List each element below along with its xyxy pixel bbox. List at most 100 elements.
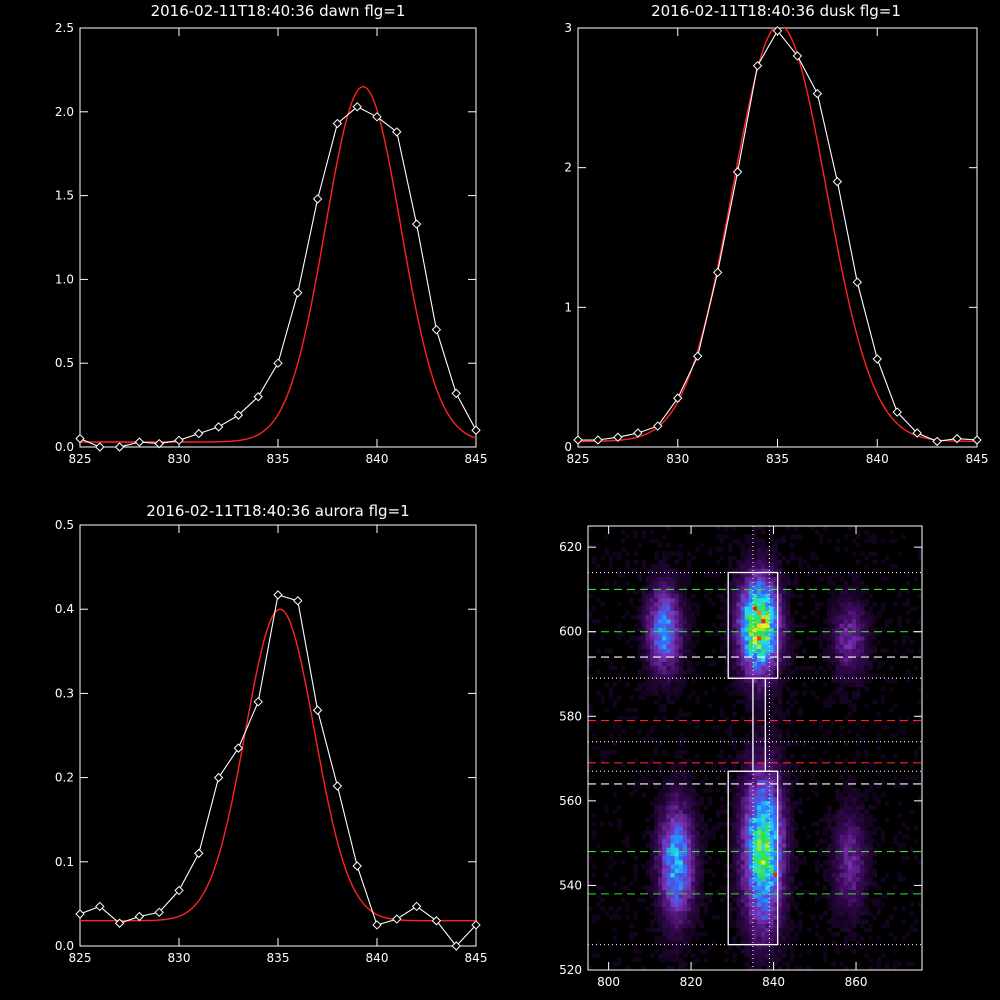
- heatmap-pixel: [736, 851, 741, 857]
- heatmap-pixel: [658, 788, 663, 793]
- heatmap-pixel: [662, 648, 667, 654]
- heatmap-pixel: [658, 657, 663, 662]
- heatmap-pixel: [744, 559, 750, 565]
- heatmap-pixel: [703, 822, 708, 827]
- heatmap-pixel: [884, 555, 890, 561]
- heatmap-pixel: [843, 923, 849, 929]
- heatmap-pixel: [654, 783, 659, 789]
- heatmap-pixel: [732, 838, 737, 844]
- heatmap-pixel: [695, 635, 700, 641]
- heatmap-pixel: [847, 627, 853, 633]
- heatmap-pixel: [674, 779, 680, 785]
- heatmap-pixel: [860, 860, 865, 865]
- heatmap-pixel: [860, 822, 865, 827]
- heatmap-pixel: [765, 737, 770, 742]
- heatmap-pixel: [917, 889, 923, 895]
- heatmap-pixel: [802, 623, 807, 628]
- heatmap-pixel: [769, 813, 774, 819]
- heatmap-pixel: [856, 830, 861, 836]
- heatmap-pixel: [773, 631, 779, 637]
- heatmap-pixel: [777, 931, 783, 937]
- heatmap-pixel: [596, 564, 601, 569]
- heatmap-pixel: [649, 572, 655, 578]
- heatmap-pixel: [678, 551, 684, 556]
- heatmap-pixel: [777, 936, 783, 941]
- dawn-ytick-label: 0.0: [55, 440, 74, 454]
- heatmap-pixel: [654, 843, 659, 848]
- heatmap-pixel: [773, 627, 779, 633]
- heatmap-pixel: [851, 889, 857, 895]
- heatmap-pixel: [785, 927, 791, 933]
- heatmap-pixel: [687, 931, 692, 937]
- heatmap-pixel: [757, 551, 762, 556]
- heatmap-pixel: [823, 872, 828, 878]
- heatmap-pixel: [752, 830, 758, 836]
- heatmap-pixel: [654, 665, 659, 671]
- dusk-plot-frame: [577, 27, 978, 448]
- heatmap-pixel: [847, 868, 853, 874]
- heatmap-pixel: [711, 661, 717, 666]
- heatmap-pixel: [777, 767, 783, 772]
- heatmap-pixel: [744, 720, 750, 726]
- heatmap-pixel: [876, 957, 882, 962]
- heatmap-pixel: [769, 767, 774, 772]
- heatmap-pixel: [691, 614, 696, 620]
- heatmap-pixel: [880, 606, 886, 611]
- heatmap-pixel: [654, 631, 659, 637]
- heatmap-pixel: [835, 572, 840, 578]
- heatmap-pixel: [864, 843, 869, 848]
- heatmap-pixel: [785, 669, 791, 675]
- heatmap-pixel: [872, 699, 877, 704]
- heatmap-pixel: [856, 652, 861, 658]
- heatmap-pixel: [814, 555, 820, 561]
- heatmap-pixel: [884, 619, 890, 624]
- heatmap-pixel: [691, 800, 696, 806]
- heatmap-pixel: [744, 614, 750, 620]
- heatmap-pixel: [608, 564, 614, 569]
- heatmap-pixel: [864, 872, 869, 878]
- heatmap-pixel: [711, 940, 717, 945]
- heatmap-pixel: [687, 669, 692, 675]
- heatmap-pixel: [740, 614, 746, 620]
- heatmap-pixel: [843, 678, 849, 683]
- heatmap-pixel: [773, 961, 779, 967]
- heatmap-pixel: [761, 898, 766, 903]
- heatmap-pixel: [761, 864, 766, 869]
- heatmap-pixel: [913, 754, 919, 759]
- dusk-data-point: [812, 88, 823, 99]
- heatmap-pixel: [711, 915, 717, 920]
- heatmap-pixel: [757, 644, 762, 649]
- heatmap-pixel: [876, 910, 882, 916]
- heatmap-pixel: [769, 568, 774, 573]
- heatmap-pixel: [831, 593, 836, 599]
- heatmap-box: [752, 677, 766, 772]
- heatmap-pixel: [777, 902, 783, 907]
- heatmap-pixel: [781, 682, 787, 688]
- heatmap-pixel: [616, 724, 622, 730]
- heatmap-pixel: [715, 860, 721, 865]
- heatmap-pixel: [769, 851, 774, 857]
- heatmap-pixel: [732, 809, 737, 814]
- heatmap-pixel: [736, 648, 741, 654]
- heatmap-pixel: [720, 635, 725, 641]
- heatmap-pixel: [773, 597, 779, 603]
- heatmap-pixel: [612, 665, 618, 671]
- heatmap-pixel: [608, 906, 614, 912]
- heatmap-pixel: [633, 716, 638, 721]
- heatmap-pixel: [777, 864, 783, 869]
- heatmap-pixel: [604, 547, 609, 552]
- heatmap-pixel: [827, 597, 832, 603]
- heatmap-pixel: [790, 792, 795, 797]
- heatmap-pixel: [851, 923, 857, 929]
- heatmap-pixel: [678, 733, 684, 738]
- heatmap-pixel: [757, 745, 762, 751]
- heatmap-pixel: [654, 606, 659, 611]
- heatmap-pixel: [748, 817, 754, 823]
- heatmap-pixel: [843, 758, 849, 764]
- heatmap-pixel: [893, 906, 898, 912]
- heatmap-pixel: [765, 826, 770, 831]
- heatmap-pixel: [785, 919, 791, 924]
- heatmap-pixel: [748, 729, 754, 734]
- heatmap-pixel: [864, 796, 869, 802]
- heatmap-pixel: [720, 898, 725, 903]
